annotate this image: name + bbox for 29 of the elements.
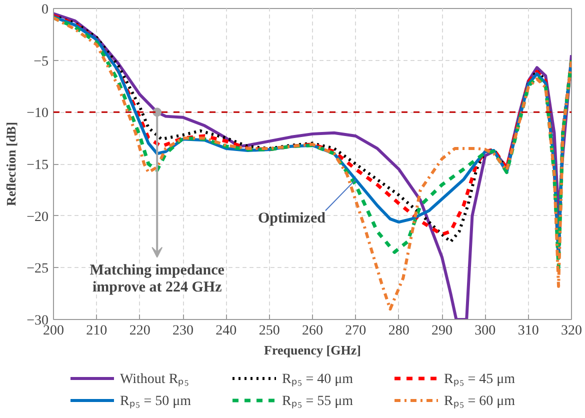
x-tick-label: 300 [474,324,496,338]
x-tick-label: 230 [172,324,194,338]
x-tick-label: 220 [129,324,150,338]
annotation: Optimized [258,210,326,227]
x-tick-label: 320 [561,324,582,338]
x-tick-label: 200 [43,324,64,338]
y-tick-label: −5 [34,54,49,70]
legend-label: Without Rₚ₅ [120,371,190,388]
legend-label: Rₚ₅ = 50 μm [120,393,192,410]
x-tick-label: 310 [518,324,539,338]
x-axis-title: Frequency [GHz] [264,342,361,358]
y-tick-label: −10 [26,106,49,122]
legend-label: Rₚ₅ = 40 μm [282,371,354,388]
legend-label: Rₚ₅ = 55 μm [282,393,354,410]
y-axis-title: Reflection [dB] [4,122,19,206]
legend-label: Rₚ₅ = 60 μm [444,393,516,410]
y-tick-label: −25 [26,262,49,277]
legend-label: Rₚ₅ = 45 μm [444,371,516,388]
y-tick-label: −20 [26,210,49,225]
x-tick-label: 240 [216,324,237,338]
x-tick-label: 260 [302,324,323,338]
x-tick-label: 290 [432,324,452,338]
x-tick-label: 280 [388,324,410,338]
x-tick-label: 250 [258,324,280,338]
x-tick-label: 270 [345,324,366,338]
annotation: Matching impedance improve at 224 GHz [90,262,225,296]
x-tick-label: 210 [86,324,108,338]
y-tick-label: −15 [26,158,49,173]
y-tick-label: 0 [42,2,48,18]
